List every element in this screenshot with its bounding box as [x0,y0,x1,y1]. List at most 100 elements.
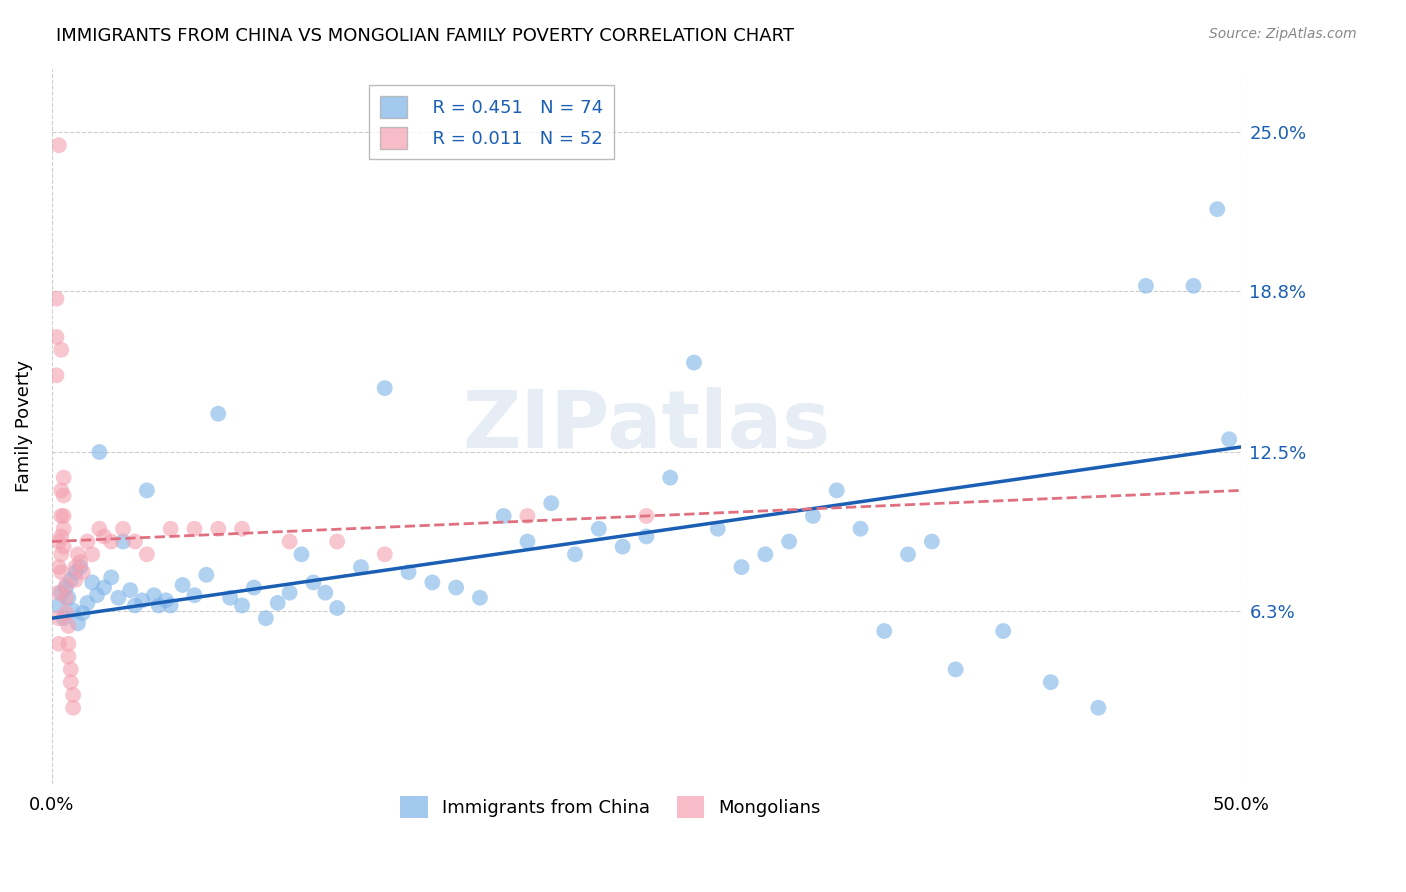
Point [155,593,177,607]
Point [66,547,89,561]
Point [51,483,73,498]
Point [55,578,77,592]
Point [231,522,253,536]
Point [65,560,87,574]
Point [69,555,91,569]
Point [65,565,87,579]
Point [69,560,91,574]
Point [326,601,349,615]
Point [62,688,84,702]
Point [420,575,443,590]
Point [48,560,70,574]
Point [243,581,266,595]
Point [326,534,349,549]
Point [48,611,70,625]
Point [159,522,181,536]
Point [52,611,75,625]
Point [1135,278,1157,293]
Point [444,581,467,595]
Point [921,534,943,549]
Point [51,529,73,543]
Point [135,547,157,561]
Point [588,522,610,536]
Point [59,573,82,587]
Point [55,581,77,595]
Point [76,534,98,549]
Point [62,700,84,714]
Point [278,585,301,599]
Point [468,591,491,605]
Point [48,637,70,651]
Point [55,591,77,605]
Point [683,355,706,369]
Point [124,599,146,613]
Point [993,624,1015,638]
Point [564,547,586,561]
Point [100,534,122,549]
Point [1087,700,1109,714]
Point [112,534,135,549]
Point [124,534,146,549]
Point [59,675,82,690]
Point [52,489,75,503]
Point [52,470,75,484]
Point [516,534,538,549]
Point [314,585,336,599]
Point [148,599,170,613]
Point [93,529,115,543]
Point [62,603,84,617]
Point [873,624,896,638]
Point [86,588,108,602]
Point [58,637,80,651]
Point [131,593,153,607]
Point [82,575,104,590]
Point [51,547,73,561]
Legend: Immigrants from China, Mongolians: Immigrants from China, Mongolians [394,789,828,825]
Point [45,368,67,383]
Point [183,522,205,536]
Point [100,570,122,584]
Point [195,567,218,582]
Point [254,611,277,625]
Point [1218,432,1240,446]
Point [540,496,562,510]
Y-axis label: Family Poverty: Family Poverty [15,360,32,492]
Point [120,583,142,598]
Point [825,483,848,498]
Point [231,599,253,613]
Point [48,138,70,153]
Point [76,596,98,610]
Point [636,508,658,523]
Point [350,560,373,574]
Point [45,292,67,306]
Point [51,585,73,599]
Point [55,606,77,620]
Point [93,581,115,595]
Point [89,445,111,459]
Point [59,662,82,676]
Point [48,534,70,549]
Point [48,585,70,599]
Point [659,470,682,484]
Point [801,508,824,523]
Point [143,588,166,602]
Point [58,649,80,664]
Point [89,522,111,536]
Point [706,522,728,536]
Point [159,599,181,613]
Point [945,662,967,676]
Point [302,575,325,590]
Point [778,534,800,549]
Point [612,540,634,554]
Point [207,407,229,421]
Point [66,616,89,631]
Point [65,573,87,587]
Point [730,560,752,574]
Point [374,547,396,561]
Point [1182,278,1205,293]
Point [51,343,73,357]
Point [52,540,75,554]
Point [58,591,80,605]
Point [267,596,290,610]
Point [636,529,658,543]
